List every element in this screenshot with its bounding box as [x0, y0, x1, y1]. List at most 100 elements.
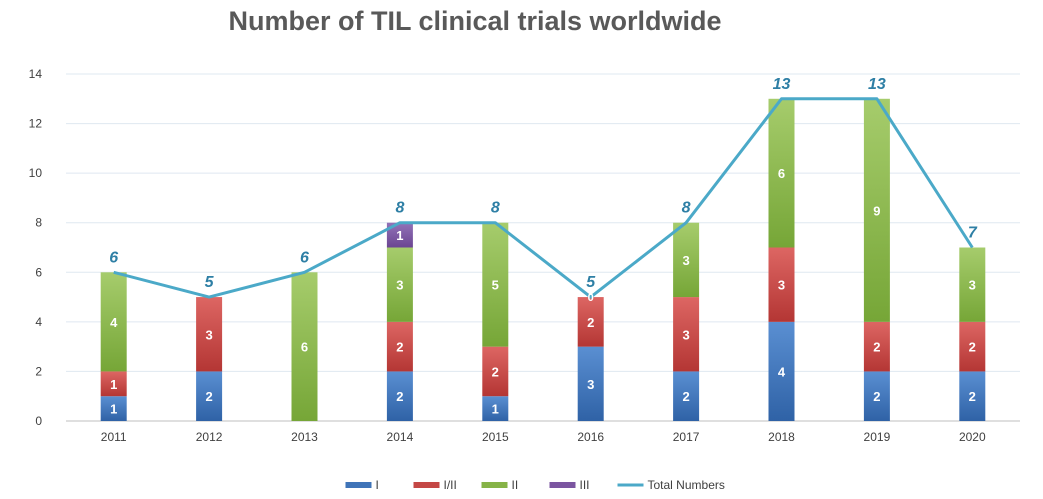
chart-title: Number of TIL clinical trials worldwide	[228, 6, 722, 36]
segment-value-label: 2	[969, 389, 976, 404]
legend-swatch-ii	[481, 482, 508, 488]
y-tick-label: 12	[29, 117, 43, 131]
bar-segment-i-ii	[482, 346, 509, 397]
legend-label: II	[512, 478, 519, 492]
segment-value-label: 5	[492, 278, 499, 293]
bar-segment-i	[100, 396, 127, 421]
segment-value-label: 2	[587, 315, 594, 330]
segment-value-label: 2	[873, 340, 880, 355]
segment-value-label: 1	[110, 377, 117, 392]
bar-segment-ii	[673, 222, 700, 298]
bar-segment-i	[863, 371, 890, 421]
total-value-label: 6	[300, 249, 309, 266]
bar-segment-i	[577, 346, 604, 421]
bar-segment-ii	[959, 247, 986, 322]
legend-swatch-i-ii	[413, 482, 440, 488]
bar-segment-i	[386, 371, 413, 421]
segment-value-label: 6	[301, 340, 308, 355]
bar-segment-ii	[386, 247, 413, 322]
bar-segment-ii	[863, 98, 890, 322]
segment-value-label: 1	[110, 402, 117, 417]
segment-value-label: 1	[396, 228, 403, 243]
legend-label: Total Numbers	[648, 478, 725, 492]
segment-value-label: 2	[205, 389, 212, 404]
bar-segment-i	[673, 371, 700, 421]
x-tick-label: 2012	[196, 430, 223, 444]
gridlines	[66, 73, 1020, 422]
total-value-label: 8	[491, 200, 500, 217]
y-tick-label: 2	[35, 364, 42, 378]
segment-value-label: 3	[587, 377, 594, 392]
bar-segment-i-ii	[768, 247, 795, 322]
x-tick-label: 2019	[864, 430, 891, 444]
bar-segment-i	[196, 371, 223, 421]
x-tick-label: 2018	[768, 430, 795, 444]
y-tick-label: 8	[35, 216, 42, 230]
total-value-label: 8	[395, 200, 404, 217]
legend-label: I/II	[444, 478, 457, 492]
bar-segment-i-ii	[577, 297, 604, 347]
total-numbers-line	[113, 97, 974, 299]
x-tick-label: 2015	[482, 430, 509, 444]
bar-segment-i	[768, 321, 795, 421]
segment-value-label: 2	[396, 389, 403, 404]
segment-value-label: 6	[778, 166, 785, 181]
x-tick-label: 2014	[387, 430, 414, 444]
total-value-label: 13	[773, 76, 791, 93]
legend-swatch-i	[345, 482, 372, 488]
segment-value-label: 2	[682, 389, 689, 404]
zero-value-label: 0	[588, 292, 594, 304]
y-tick-label: 14	[29, 67, 43, 81]
segment-value-label: 2	[873, 389, 880, 404]
bars	[100, 98, 986, 421]
total-value-label: 7	[968, 225, 978, 242]
x-tick-label: 2013	[291, 430, 318, 444]
segment-value-label: 4	[778, 364, 786, 379]
x-tick-label: 2020	[959, 430, 986, 444]
x-tick-label: 2011	[101, 430, 127, 444]
total-value-label: 13	[868, 76, 886, 93]
total-value-label: 5	[205, 274, 215, 291]
x-tick-label: 2016	[577, 430, 604, 444]
segment-value-label: 3	[682, 253, 689, 268]
y-tick-label: 4	[35, 315, 42, 329]
total-line	[113, 97, 974, 299]
legend: I I/II II III Total Numbers	[345, 478, 725, 492]
legend-label: III	[580, 478, 590, 492]
total-value-label: 8	[682, 200, 691, 217]
segment-value-label: 1	[492, 402, 499, 417]
segment-value-label: 9	[873, 203, 880, 218]
bar-segment-ii	[291, 272, 318, 421]
legend-label: I	[376, 478, 379, 492]
bar-segment-i-ii	[386, 321, 413, 372]
y-tick-label: 6	[35, 265, 42, 279]
legend-swatch-iii	[549, 482, 576, 488]
bar-segment-i	[482, 396, 509, 421]
bar-segment-ii	[768, 98, 795, 248]
segment-value-label: 2	[492, 364, 499, 379]
x-tick-label: 2017	[673, 430, 700, 444]
bar-segment-i-ii	[673, 297, 700, 372]
bar-segment-i-ii	[196, 297, 223, 372]
segment-value-label: 3	[778, 278, 785, 293]
bar-segment-i-ii	[100, 371, 127, 397]
bar-segment-i-ii	[863, 321, 890, 372]
bar-segment-i	[959, 371, 986, 421]
segment-value-label: 4	[110, 315, 118, 330]
segment-value-label: 2	[969, 340, 976, 355]
segment-value-label: 3	[969, 278, 976, 293]
bar-segment-ii	[100, 272, 127, 372]
total-value-label: 6	[109, 249, 118, 266]
data-labels: 1 1 4 2 3 6 2 2 3 1 1 2 5 3 2 2 3 3 4 3 6 2 2 9 2 2 3 6 5 6 8 8 5 8 13 13 7 0	[109, 76, 978, 417]
segment-value-label: 3	[682, 327, 689, 342]
segment-value-label: 3	[396, 278, 403, 293]
segment-value-label: 2	[396, 340, 403, 355]
bar-segment-ii	[482, 222, 509, 347]
total-value-label: 5	[586, 274, 596, 291]
bar-segment-i-ii	[959, 321, 986, 372]
y-tick-label: 10	[29, 166, 43, 180]
segment-value-label: 3	[205, 327, 212, 342]
y-tick-label: 0	[35, 414, 42, 428]
